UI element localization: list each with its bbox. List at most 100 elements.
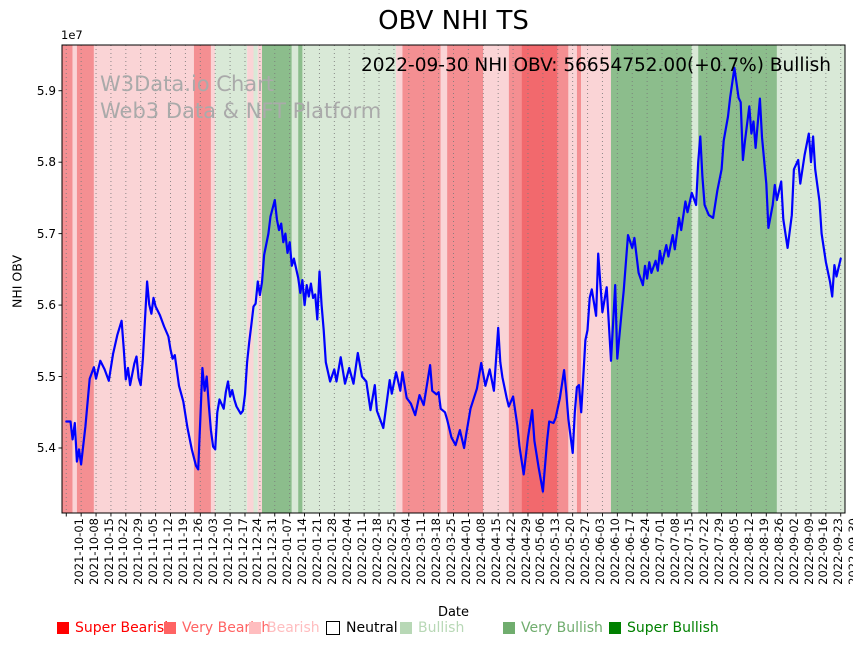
sentiment-band-very_bearish — [76, 45, 94, 513]
x-tick-label: 2021-12-31 — [265, 518, 280, 585]
sentiment-band-very_bullish — [698, 45, 777, 513]
x-tick-label: 2022-03-11 — [414, 518, 429, 585]
y-tick-label: 5.9 — [36, 83, 56, 98]
sentiment-band-bearish — [210, 45, 216, 513]
x-tick-label: 2022-09-30 — [846, 518, 853, 585]
x-tick-label: 2021-10-01 — [71, 518, 86, 585]
legend-label-bullish: Bullish — [418, 620, 465, 636]
legend-label-super_bullish: Super Bullish — [627, 620, 719, 636]
x-tick-label: 2022-06-17 — [622, 518, 637, 585]
x-tick-label: 2022-06-03 — [593, 518, 608, 585]
y-axis-label: NHI OBV — [9, 255, 25, 308]
x-axis-label: Date — [437, 605, 470, 620]
legend-item-very_bearish: Very Bearish — [164, 620, 270, 636]
sentiment-band-very_bearish — [402, 45, 441, 513]
x-tick-label: 2022-01-14 — [295, 518, 310, 585]
sentiment-band-bullish — [776, 45, 845, 513]
legend-item-neutral: Neutral — [326, 620, 398, 636]
sentiment-band-very_bearish — [576, 45, 582, 513]
sentiment-band-bearish — [93, 45, 194, 513]
x-tick-label: 2022-09-23 — [831, 518, 846, 585]
latest-value-annotation: 2022-09-30 NHI OBV: 56654752.00(+0.7%) B… — [360, 55, 831, 76]
sentiment-band-very_bullish — [262, 45, 292, 513]
x-tick-label: 2022-01-07 — [280, 518, 295, 585]
legend-label-very_bullish: Very Bullish — [521, 620, 603, 636]
x-tick-label: 2022-02-25 — [384, 518, 399, 585]
x-tick-label: 2021-10-08 — [86, 518, 101, 585]
legend-item-bullish: Bullish — [400, 620, 464, 636]
legend-swatch-bearish — [249, 622, 261, 634]
legend-label-super_bearish: Super Bearish — [75, 620, 174, 636]
sentiment-band-bearish — [257, 45, 263, 513]
x-tick-label: 2022-04-29 — [518, 518, 533, 585]
legend-swatch-very_bullish — [503, 622, 515, 634]
sentiment-band-bearish — [72, 45, 77, 513]
x-tick-label: 2021-11-12 — [161, 518, 176, 585]
x-tick-label: 2022-09-09 — [801, 518, 816, 585]
x-tick-label: 2022-04-01 — [459, 518, 473, 585]
x-tick-label: 2022-02-18 — [369, 518, 384, 585]
x-tick-label: 2022-01-21 — [310, 518, 325, 585]
sentiment-band-bullish — [291, 45, 299, 513]
x-tick-label: 2022-07-01 — [652, 518, 667, 585]
sentiment-band-very_bearish — [508, 45, 522, 513]
obv-line-series — [65, 66, 842, 493]
axis-ticks — [58, 90, 842, 517]
x-tick-label: 2022-08-19 — [756, 518, 771, 585]
x-tick-label: 2022-05-20 — [563, 518, 578, 585]
legend-label-bearish: Bearish — [267, 620, 320, 636]
legend-item-very_bullish: Very Bullish — [503, 620, 603, 636]
x-tick-label: 2021-11-19 — [176, 518, 190, 585]
x-tick-label: 2022-07-29 — [712, 518, 727, 585]
x-tick-label: 2021-12-17 — [235, 518, 250, 585]
x-tick-label: 2022-04-08 — [473, 518, 488, 585]
sentiment-band-very_bearish — [557, 45, 569, 513]
x-tick-label: 2022-08-26 — [771, 518, 786, 585]
x-tick-label: 2021-12-03 — [205, 518, 220, 585]
sentiment-band-bullish — [253, 45, 258, 513]
x-tick-label: 2022-04-15 — [488, 518, 503, 585]
x-tick-label: 2021-10-22 — [116, 518, 131, 585]
x-tick-label: 2022-01-28 — [324, 518, 339, 585]
legend-item-bearish: Bearish — [249, 620, 320, 636]
y-tick-label: 5.7 — [36, 226, 56, 241]
legend-item-super_bullish: Super Bullish — [609, 620, 719, 636]
legend-label-very_bearish: Very Bearish — [182, 620, 271, 636]
sentiment-legend: Super Bearish Very Bearish Bearish Neutral B… — [0, 620, 853, 642]
x-tick-label: 2022-02-04 — [339, 518, 354, 585]
sentiment-band-bearish — [440, 45, 448, 513]
x-tick-label: 2022-08-05 — [727, 518, 742, 585]
x-tick-label: 2022-08-12 — [741, 518, 756, 585]
x-tick-label: 2021-12-24 — [250, 518, 265, 585]
sentiment-band-very_bearish — [193, 45, 211, 513]
x-tick-label: 2021-10-15 — [101, 518, 116, 585]
x-tick-label: 2021-11-26 — [190, 518, 205, 585]
sentiment-band-bearish — [568, 45, 577, 513]
x-tick-label: 2022-03-25 — [444, 518, 459, 585]
legend-swatch-super_bullish — [609, 622, 621, 634]
sentiment-band-bullish — [691, 45, 699, 513]
y-tick-label: 5.8 — [36, 155, 56, 170]
legend-swatch-super_bearish — [57, 622, 69, 634]
sentiment-band-very_bullish — [610, 45, 692, 513]
sentiment-band-bearish — [396, 45, 403, 513]
x-tick-label: 2022-09-02 — [786, 518, 801, 585]
x-tick-label: 2022-07-08 — [667, 518, 682, 585]
y-tick-label: 5.6 — [36, 298, 56, 313]
x-tick-label: 2022-04-22 — [503, 518, 518, 585]
sentiment-band-very_bullish — [298, 45, 303, 513]
legend-swatch-bullish — [400, 622, 412, 634]
x-tick-label: 2022-05-13 — [548, 518, 563, 585]
legend-swatch-very_bearish — [164, 622, 176, 634]
x-tick-label: 2022-03-04 — [399, 518, 414, 585]
y-tick-label: 5.5 — [36, 369, 56, 384]
x-tick-label: 2022-07-15 — [682, 518, 697, 585]
sentiment-band-bearish — [483, 45, 509, 513]
y-tick-label: 5.4 — [36, 440, 56, 455]
sentiment-band-bullish — [302, 45, 397, 513]
x-tick-label: 2022-09-16 — [816, 518, 831, 585]
chart-title: OBV NHI TS — [378, 6, 529, 36]
sentiment-band-bearish — [247, 45, 254, 513]
